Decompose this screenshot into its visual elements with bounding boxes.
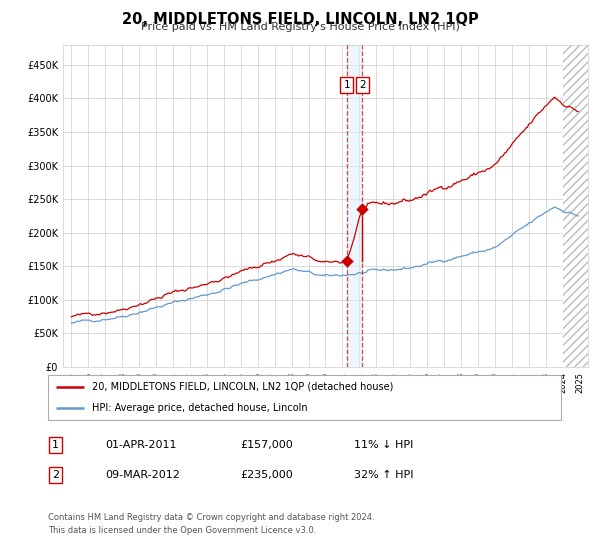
Text: £157,000: £157,000 (240, 440, 293, 450)
Text: 20, MIDDLETONS FIELD, LINCOLN, LN2 1QP (detached house): 20, MIDDLETONS FIELD, LINCOLN, LN2 1QP (… (92, 382, 393, 392)
Point (342, 257, 352, 266)
Text: 2: 2 (359, 80, 365, 90)
Point (358, 204, 367, 213)
Text: 32% ↑ HPI: 32% ↑ HPI (354, 470, 413, 480)
Text: £235,000: £235,000 (240, 470, 293, 480)
Text: 11% ↓ HPI: 11% ↓ HPI (354, 440, 413, 450)
Text: 2: 2 (52, 470, 59, 480)
Text: Contains HM Land Registry data © Crown copyright and database right 2024.: Contains HM Land Registry data © Crown c… (48, 513, 374, 522)
Bar (563, 45, 588, 367)
Text: 09-MAR-2012: 09-MAR-2012 (105, 470, 180, 480)
Bar (347, 45, 362, 367)
Text: This data is licensed under the Open Government Licence v3.0.: This data is licensed under the Open Gov… (48, 526, 316, 535)
Text: Price paid vs. HM Land Registry's House Price Index (HPI): Price paid vs. HM Land Registry's House … (140, 22, 460, 32)
Text: 01-APR-2011: 01-APR-2011 (105, 440, 176, 450)
Text: 1: 1 (52, 440, 59, 450)
Bar (563, 45, 588, 367)
Text: 1: 1 (343, 80, 350, 90)
Text: 20, MIDDLETONS FIELD, LINCOLN, LN2 1QP: 20, MIDDLETONS FIELD, LINCOLN, LN2 1QP (122, 12, 478, 27)
Text: HPI: Average price, detached house, Lincoln: HPI: Average price, detached house, Linc… (92, 403, 307, 413)
FancyBboxPatch shape (48, 375, 561, 420)
